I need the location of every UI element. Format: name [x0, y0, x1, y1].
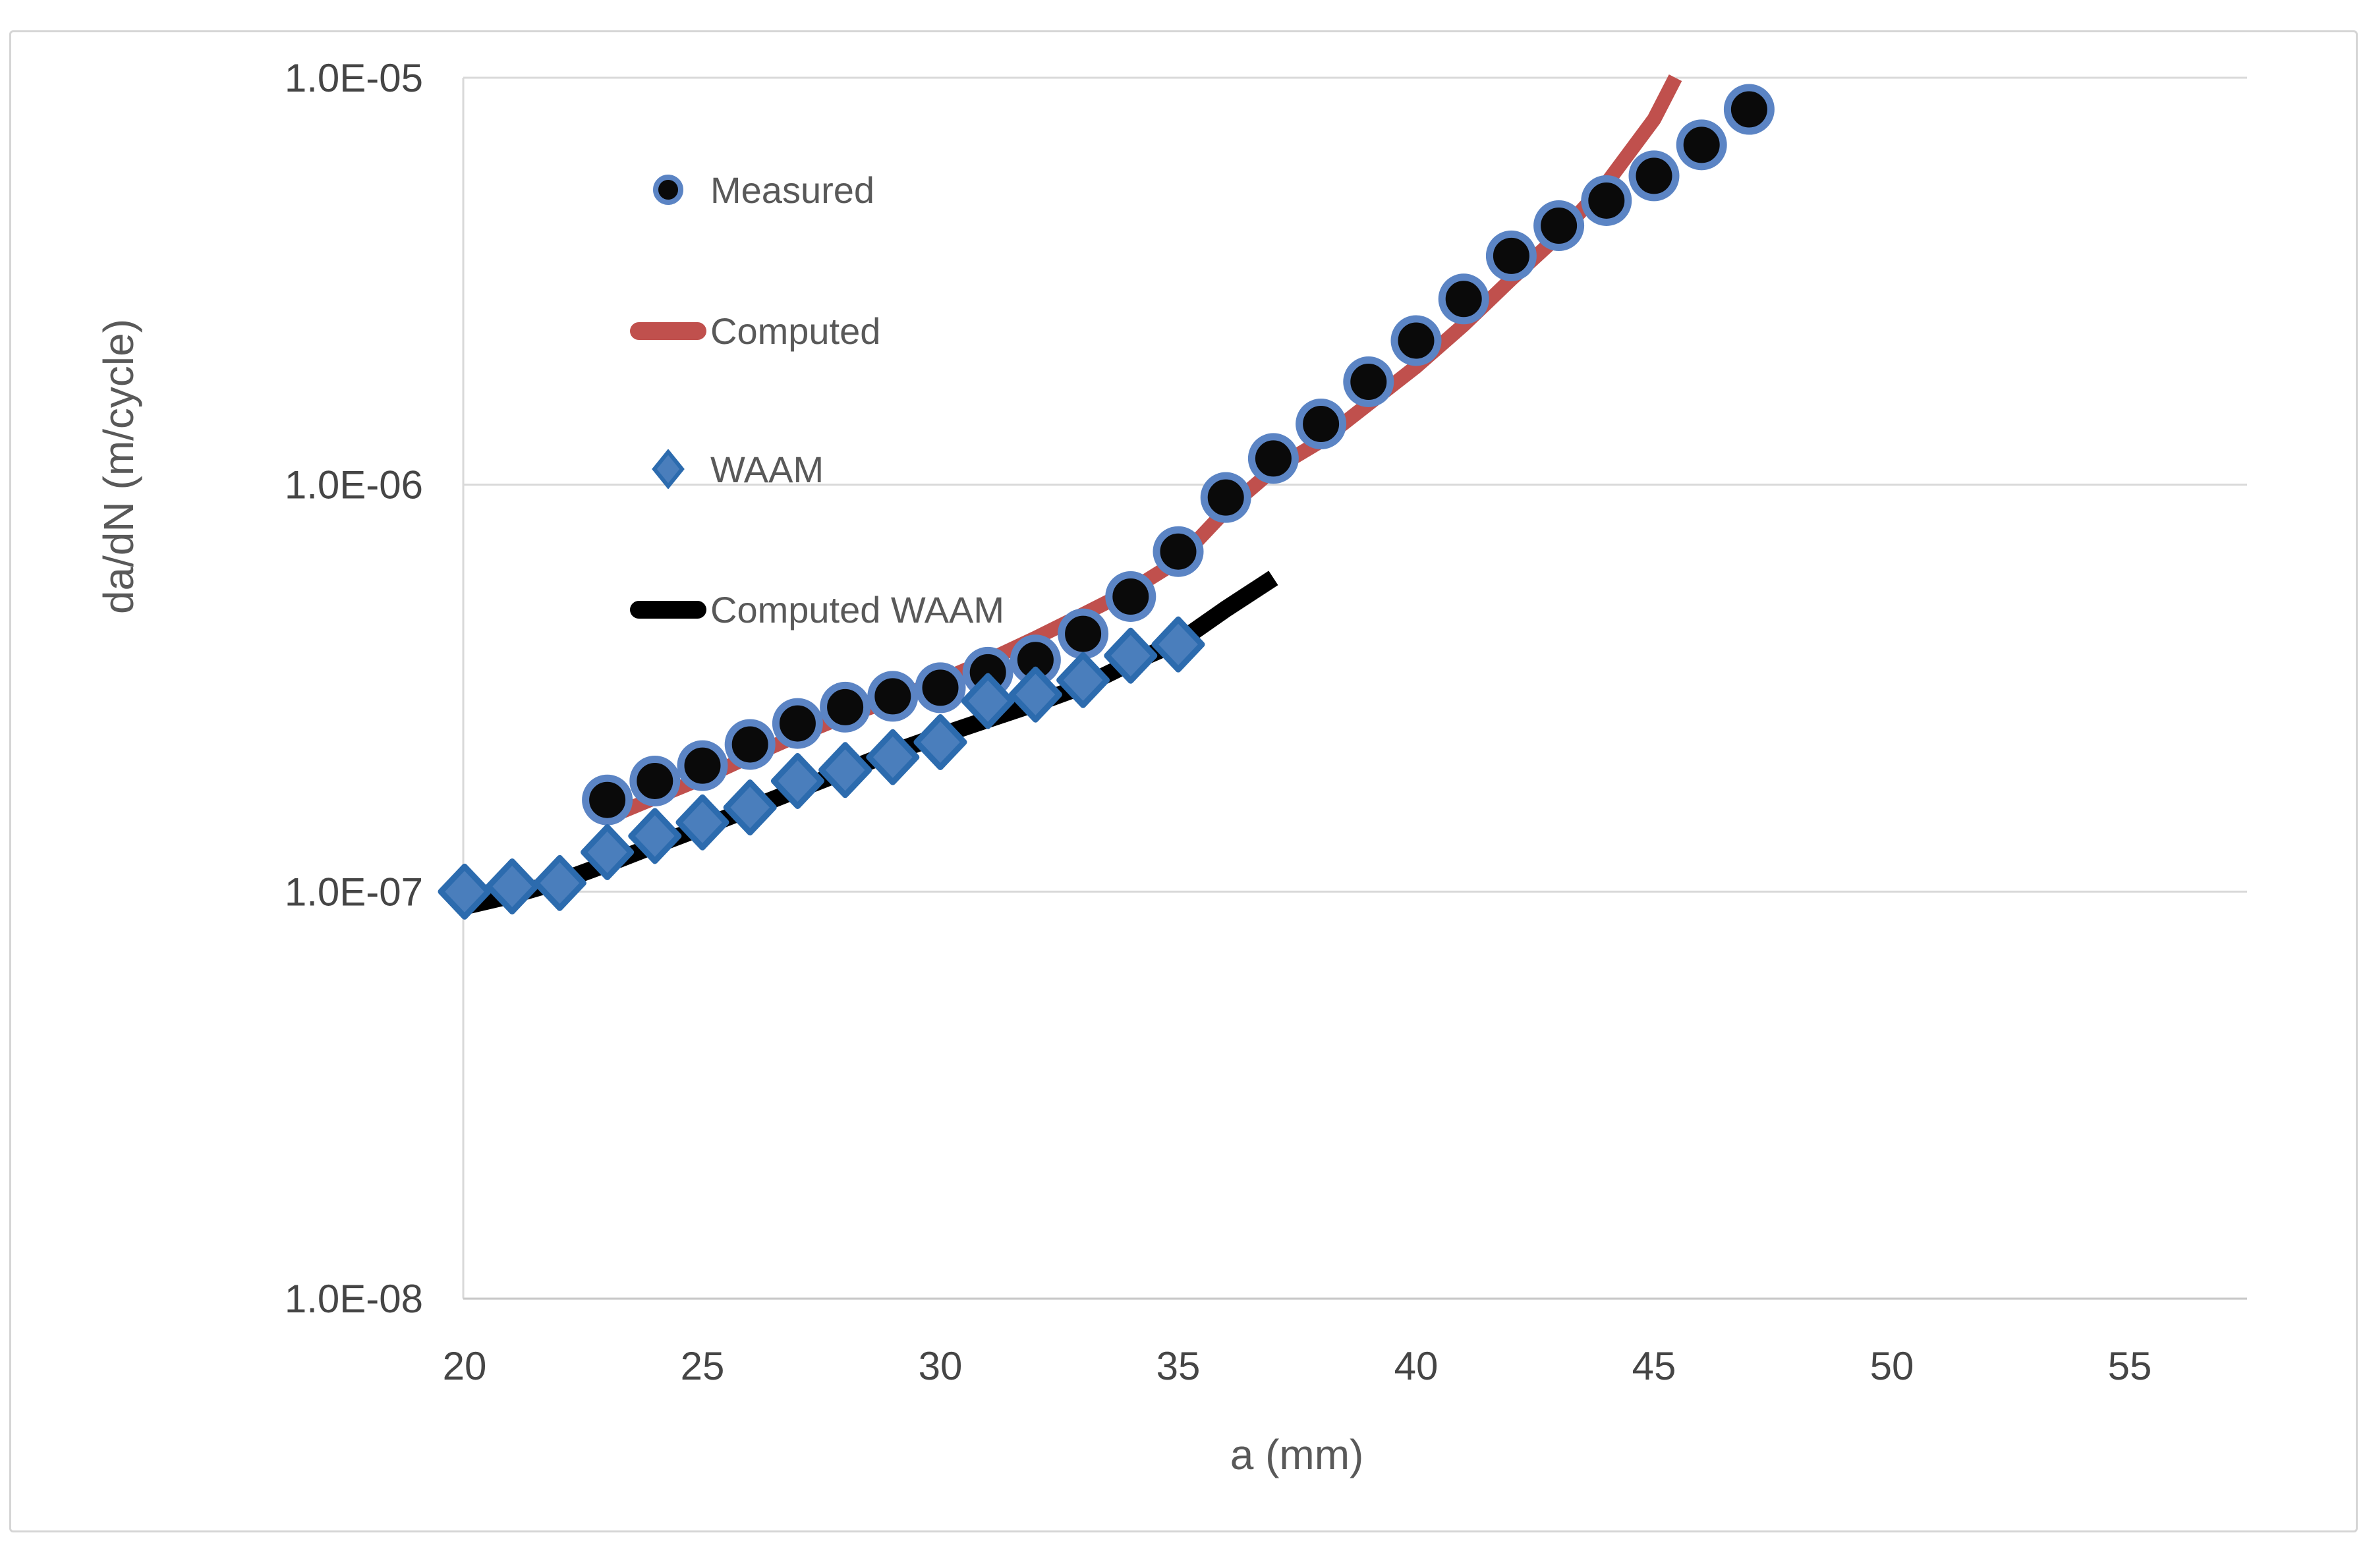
series-points-measured	[1200, 472, 1251, 523]
series-points-measured	[1676, 119, 1727, 171]
series-points-measured	[1343, 356, 1394, 408]
series-points-waam	[1104, 627, 1158, 684]
series-points-measured	[1296, 399, 1347, 450]
y-tick-label: 1.0E-06	[285, 463, 423, 507]
series-points-waam	[1008, 666, 1062, 723]
series-points-measured	[677, 740, 728, 791]
computed-waam-line-marker-icon	[630, 583, 706, 636]
series-points-measured	[772, 698, 823, 749]
waam-diamond-marker-icon	[630, 443, 706, 495]
series-points-waam	[628, 808, 682, 864]
legend-label-computed: Computed	[710, 310, 881, 352]
legend-label-measured: Measured	[710, 169, 875, 211]
series-points-measured	[1581, 175, 1632, 226]
measured-circle-marker-icon	[630, 163, 706, 216]
series-points-measured	[1533, 200, 1585, 252]
series-points-measured	[1105, 571, 1156, 623]
legend-label-waam: WAAM	[710, 448, 824, 490]
series-points-measured	[1723, 84, 1775, 135]
series-points-measured	[1153, 526, 1204, 577]
series-points-waam	[1056, 652, 1110, 708]
computed-line-marker-icon	[630, 304, 706, 357]
x-tick-label: 20	[443, 1344, 487, 1388]
legend-label-computed-waam: Computed WAAM	[710, 588, 1005, 630]
x-tick-label: 45	[1632, 1344, 1676, 1388]
x-tick-label: 40	[1394, 1344, 1439, 1388]
series-points-waam	[770, 752, 824, 809]
x-tick-label: 30	[919, 1344, 963, 1388]
series-points-waam	[866, 729, 920, 785]
series-points-measured	[1390, 315, 1442, 366]
series-points-waam	[723, 779, 777, 836]
series-points-waam	[675, 794, 729, 851]
series-points-waam	[961, 673, 1015, 729]
legend-item-waam: WAAM	[630, 443, 1131, 495]
y-tick-label: 1.0E-05	[285, 56, 423, 100]
series-points-waam	[532, 854, 586, 911]
series-points-measured	[582, 774, 633, 826]
series-points-waam	[913, 714, 967, 770]
series-points-measured	[629, 755, 681, 806]
y-tick-label: 1.0E-07	[285, 870, 423, 914]
x-tick-label: 35	[1156, 1344, 1201, 1388]
series-points-measured	[1438, 273, 1489, 325]
y-tick-label: 1.0E-08	[285, 1277, 423, 1321]
series-points-waam	[438, 863, 492, 920]
legend-item-computed: Computed	[630, 304, 1131, 357]
x-tick-label: 55	[2108, 1344, 2152, 1388]
y-axis-title: da/dN (m/cycle)	[95, 318, 142, 615]
series-points-waam	[818, 742, 872, 798]
series-points-measured	[1247, 433, 1299, 484]
x-tick-label: 50	[1870, 1344, 1914, 1388]
series-points-waam	[1151, 616, 1205, 673]
series-points-waam	[581, 824, 635, 881]
x-tick-label: 25	[681, 1344, 725, 1388]
series-points-measured	[915, 662, 966, 714]
series-points-measured	[724, 719, 776, 770]
legend-item-computed-waam: Computed WAAM	[630, 583, 1131, 636]
series-points-waam	[485, 858, 539, 914]
series-points-measured	[1485, 230, 1537, 281]
series-points-measured	[867, 671, 919, 722]
legend-item-measured: Measured	[630, 163, 1131, 216]
chart-border	[9, 30, 2358, 1532]
series-points-measured	[1628, 150, 1680, 202]
series-points-measured	[820, 681, 871, 733]
x-axis-title: a (mm)	[1230, 1431, 1364, 1478]
